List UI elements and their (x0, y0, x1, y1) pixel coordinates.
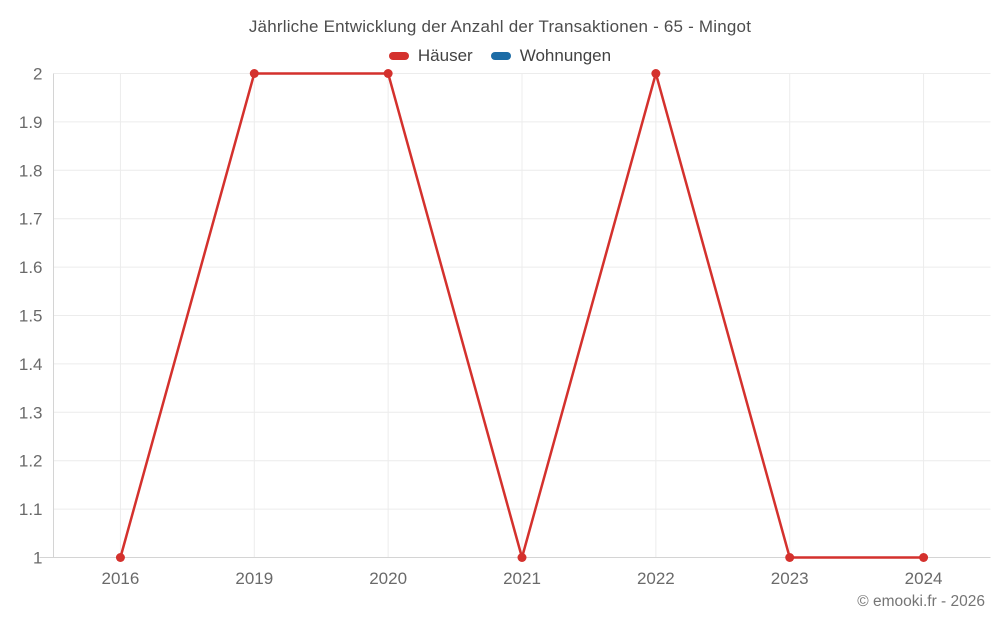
y-tick-label: 1 (33, 549, 42, 568)
data-point-häuser[interactable] (651, 69, 661, 78)
y-tick-label: 1.9 (19, 113, 43, 132)
x-tick-label: 2021 (503, 569, 541, 588)
x-tick-label: 2024 (905, 569, 943, 588)
data-point-häuser[interactable] (115, 553, 125, 562)
y-tick-label: 1.5 (19, 307, 43, 326)
y-tick-label: 1.2 (19, 452, 43, 471)
data-point-häuser[interactable] (249, 69, 259, 78)
y-tick-label: 1.7 (19, 210, 43, 229)
copyright-text: © emooki.fr - 2026 (857, 593, 985, 610)
x-tick-label: 2023 (771, 569, 809, 588)
x-tick-label: 2016 (102, 569, 140, 588)
y-tick-label: 1.8 (19, 161, 43, 180)
legend-item-wohnungen[interactable]: Wohnungen (490, 46, 612, 66)
x-tick-label: 2022 (637, 569, 675, 588)
legend: Häuser Wohnungen (0, 46, 1000, 66)
data-point-häuser[interactable] (919, 553, 929, 562)
legend-label-wohnungen: Wohnungen (519, 46, 612, 65)
x-tick-label: 2019 (235, 569, 273, 588)
data-point-häuser[interactable] (383, 69, 393, 78)
y-tick-label: 1.6 (19, 258, 43, 277)
y-tick-label: 1.3 (19, 403, 43, 422)
x-tick-label: 2020 (369, 569, 407, 588)
y-tick-label: 2 (33, 65, 42, 84)
legend-swatch-haeuser (388, 52, 409, 60)
data-point-häuser[interactable] (785, 553, 795, 562)
y-tick-label: 1.4 (19, 355, 43, 374)
chart-title: Jährliche Entwicklung der Anzahl der Tra… (248, 17, 752, 36)
y-tick-label: 1.1 (19, 500, 43, 519)
legend-label-haeuser: Häuser (417, 46, 473, 65)
legend-item-haeuser[interactable]: Häuser (388, 46, 473, 66)
data-point-häuser[interactable] (517, 553, 527, 562)
legend-swatch-wohnungen (490, 52, 511, 60)
